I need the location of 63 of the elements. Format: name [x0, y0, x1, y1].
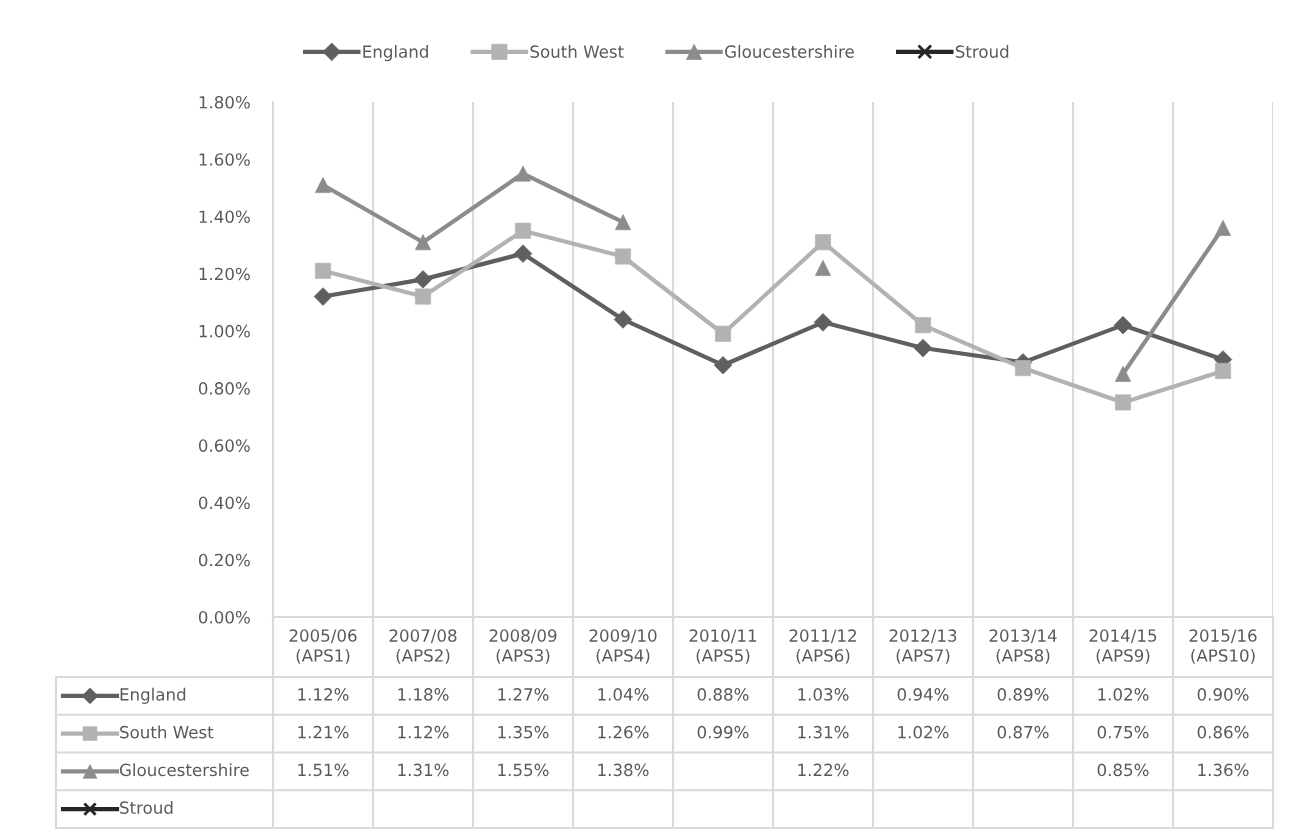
y-tick-label: 1.80% [199, 95, 250, 109]
legend-label: Stroud [955, 45, 1009, 58]
point [813, 313, 833, 332]
data-label: 1.51% [298, 763, 349, 777]
y-tick-label: 0.20% [198, 553, 250, 567]
x-tick-label: 2012/13 (APS7) [889, 629, 957, 664]
data-label: 1.31% [398, 763, 449, 777]
data-label: 1.38% [598, 763, 649, 777]
point [415, 288, 431, 305]
point [515, 222, 531, 239]
data-label: 1.27% [498, 688, 549, 701]
point [315, 176, 331, 193]
y-tick-label: 0.60% [198, 439, 250, 452]
data-label: 1.31% [798, 725, 849, 739]
legend-label: England [363, 45, 428, 62]
data-label: 1.03% [798, 688, 849, 701]
x-tick-label: 2007/08 (APS2) [389, 629, 457, 664]
point [613, 310, 633, 329]
x-tick-label: 2008/09 (APS3) [489, 629, 557, 664]
data-label: 0.75% [1097, 725, 1149, 739]
text: Gloucestershire [119, 763, 249, 777]
point [815, 234, 831, 251]
data-label: 1.18% [398, 688, 449, 701]
data-label: 1.02% [898, 725, 949, 739]
text: Stroud [120, 801, 173, 814]
legend-label: South West [530, 45, 624, 58]
data-label: 1.12% [398, 725, 449, 739]
data-label: 1.02% [1098, 688, 1149, 701]
point [715, 325, 731, 342]
y-tick-label: 1.00% [199, 324, 250, 338]
data-label: 0.86% [1197, 725, 1249, 739]
x-tick-label: 2015/16 (APS10) [1189, 629, 1257, 664]
data-label: 0.99% [697, 725, 749, 739]
y-tick-label: 1.60% [199, 153, 250, 166]
data-label: 0.94% [897, 688, 949, 701]
data-label: 1.22% [798, 763, 849, 777]
data-label: 1.12% [298, 688, 349, 701]
data-label: 1.36% [1198, 763, 1249, 777]
legend-label: Gloucestershire [725, 45, 854, 58]
data-label: 0.85% [1097, 763, 1149, 777]
text: South West [120, 725, 214, 739]
x-tick-label: 2013/14 (APS8) [989, 629, 1057, 664]
y-tick-label: 0.40% [198, 496, 250, 510]
data-label: 0.88% [697, 688, 749, 701]
data-label: 1.55% [498, 763, 549, 777]
y-tick-label: 0.00% [198, 610, 250, 624]
data-label: 0.87% [997, 725, 1049, 739]
data-label: 0.89% [997, 688, 1049, 701]
point [615, 248, 631, 265]
x-tick-label: 2010/11 (APS5) [689, 629, 757, 664]
x-tick-label: 2014/15 (APS9) [1089, 629, 1157, 664]
data-label: 0.90% [1197, 688, 1249, 701]
data-label: 1.21% [298, 725, 349, 739]
text: England [120, 687, 186, 704]
data-label: 1.35% [498, 725, 549, 739]
x-tick-label: 2005/06 (APS1) [289, 629, 357, 664]
x-tick-label: 2011/12 (APS6) [789, 629, 856, 664]
data-label: 1.04% [598, 688, 649, 701]
y-tick-label: 0.80% [198, 382, 250, 395]
data-label: 1.26% [598, 725, 649, 739]
x-tick-label: 2009/10 (APS4) [589, 629, 657, 664]
y-tick-label: 1.40% [199, 210, 250, 224]
y-tick-label: 1.20% [199, 267, 250, 281]
